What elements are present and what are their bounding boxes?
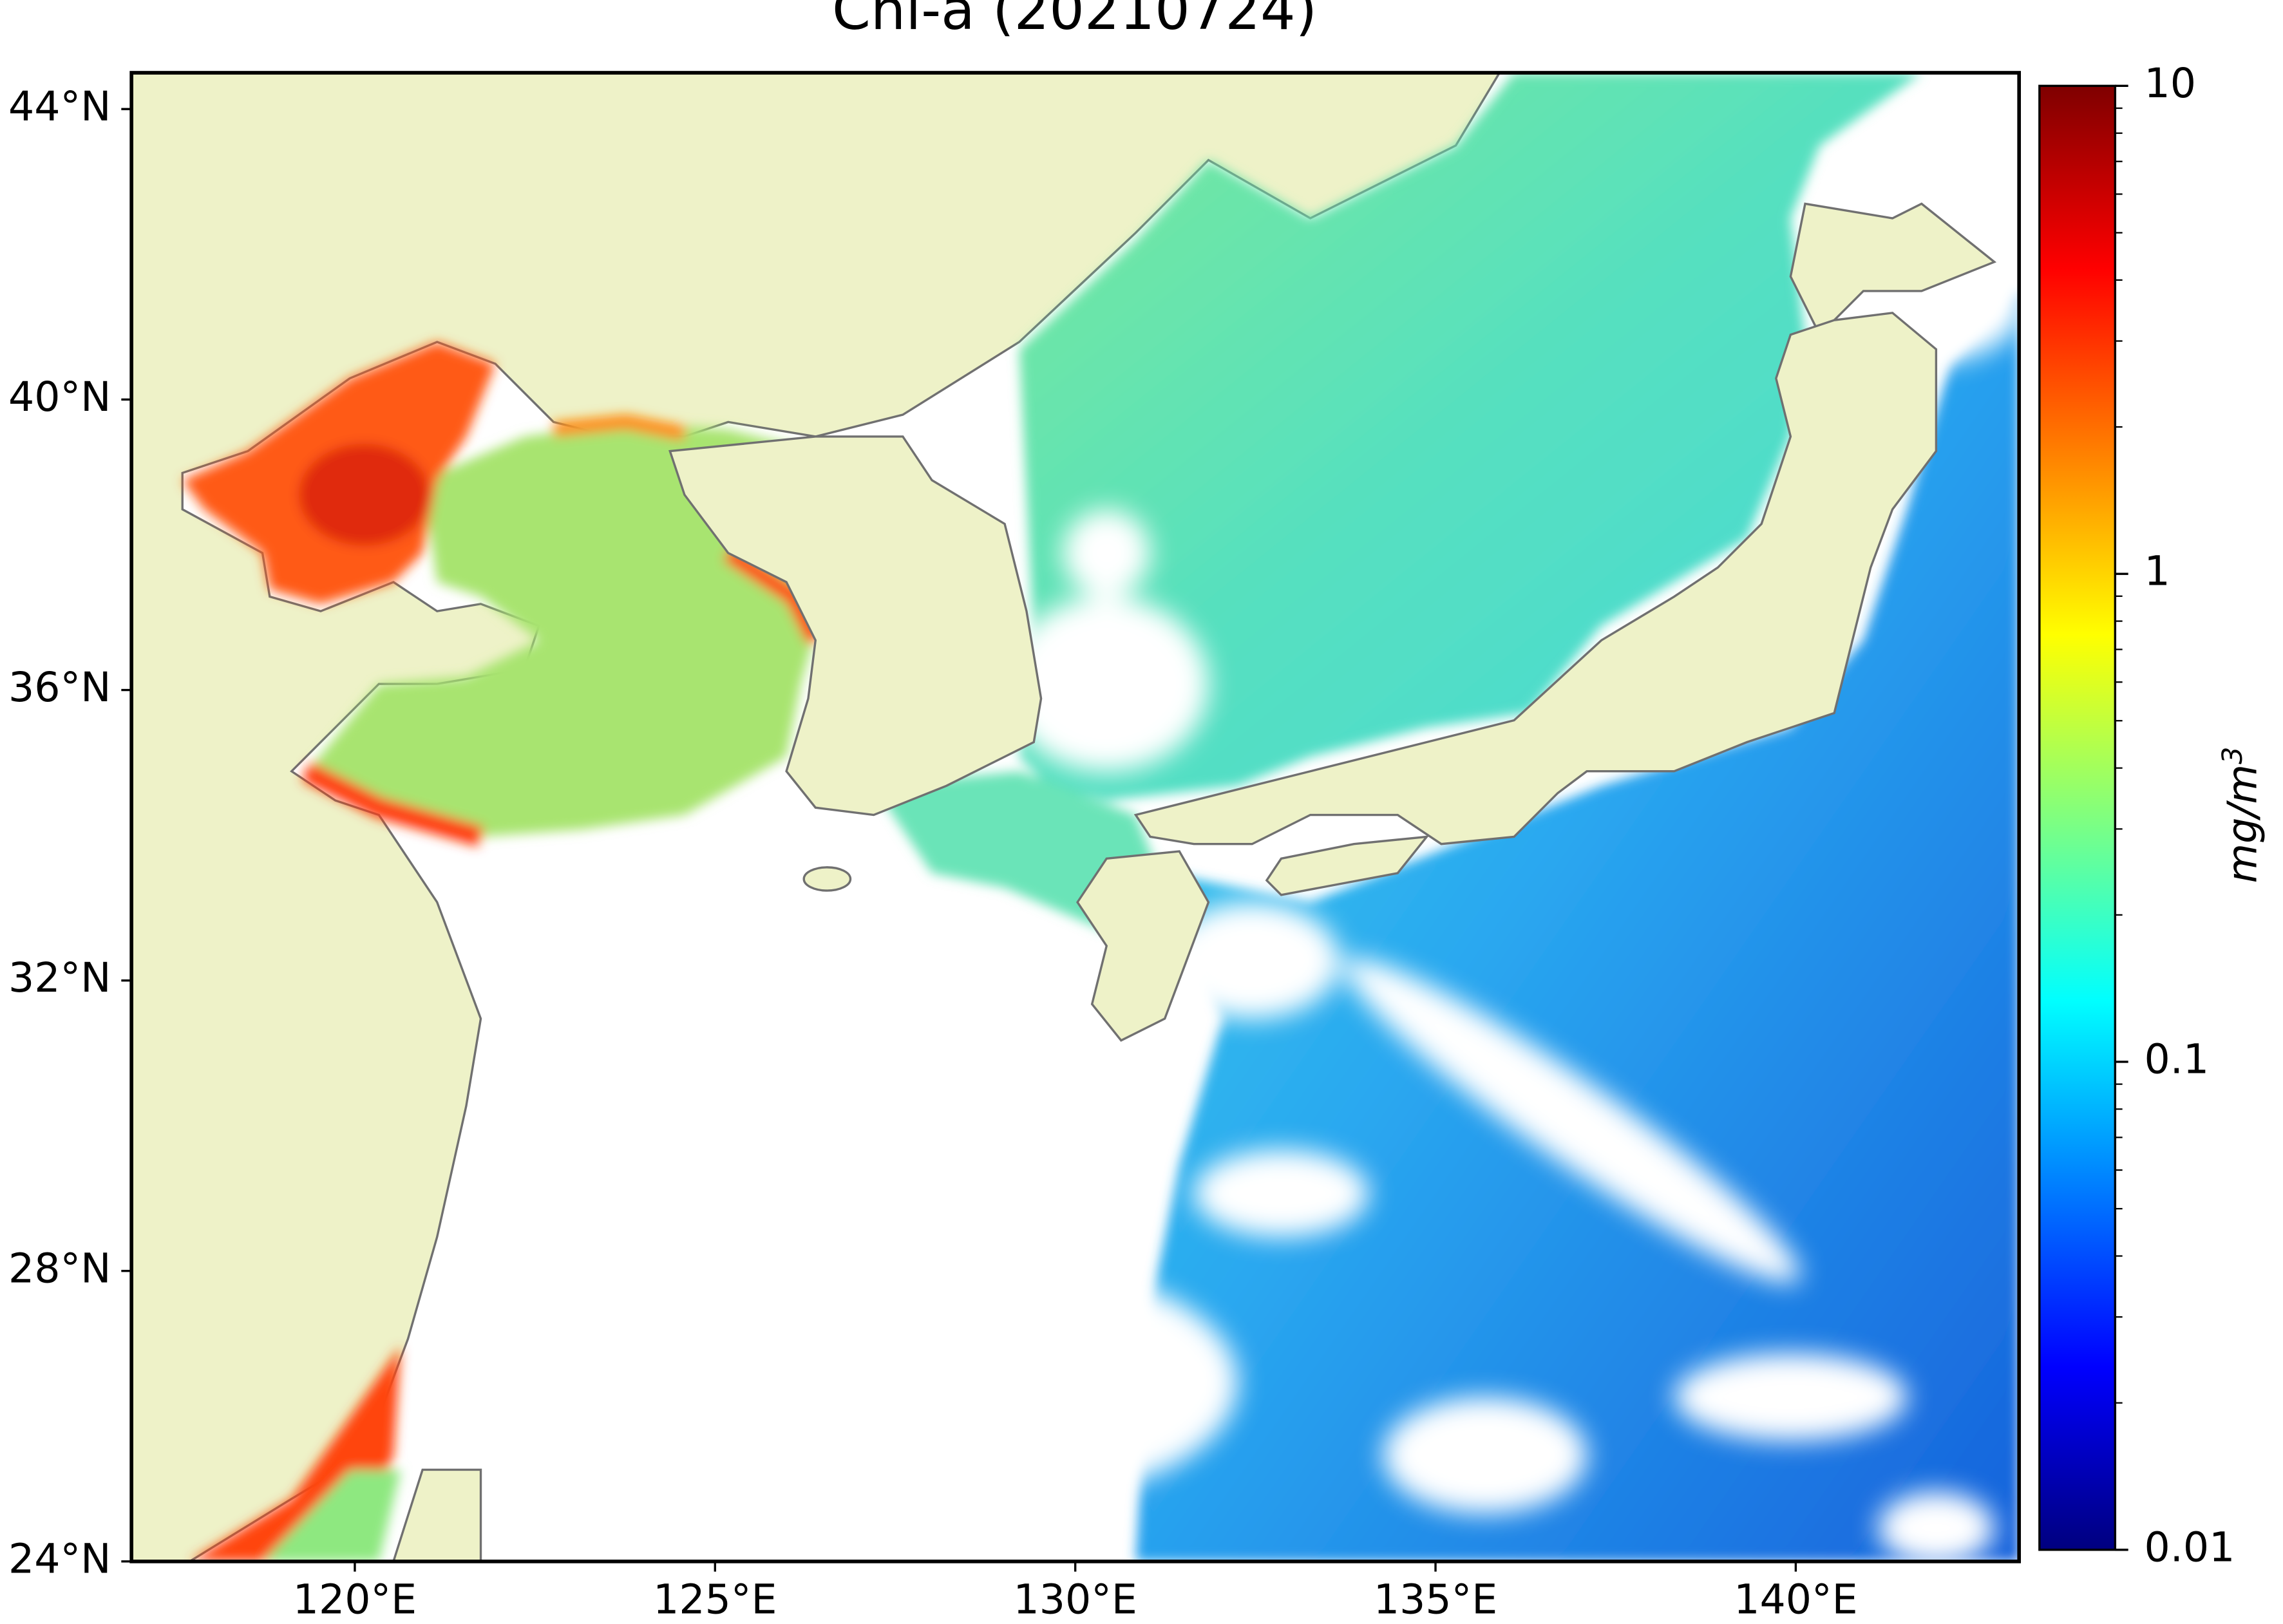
colorbar-tick-label: 1 [2145,547,2170,595]
colorbar-label: mg/m3 [2217,746,2266,883]
x-tick-label: 135°E [1374,1576,1497,1623]
colorbar-label-text: mg/m [2219,764,2266,883]
colorbar-tick-label: 0.01 [2145,1523,2235,1571]
x-tick-label: 130°E [1013,1576,1137,1623]
cloud [800,247,2020,1562]
y-tick-label: 40°N [8,373,111,420]
colorbar-label-sup: 3 [2217,746,2249,764]
x-tick-label: 120°E [293,1576,417,1623]
y-tick-label: 24°N [8,1534,111,1582]
colorbar-tick-label: 0.1 [2145,1035,2210,1083]
map-area [131,72,2020,1562]
colorbar [2038,84,2117,1551]
map-title: Chl-a (20210724) [832,0,1317,42]
x-tick-label: 140°E [1734,1576,1857,1623]
chl-field [182,72,2020,1562]
colorbar-tick-label: 10 [2145,59,2197,107]
y-tick-label: 28°N [8,1244,111,1292]
x-tick-label: 125°E [653,1576,777,1623]
y-tick-label: 32°N [8,954,111,1001]
land [392,202,1997,1562]
y-tick-label: 36°N [8,663,111,711]
y-tick-label: 44°N [8,82,111,130]
